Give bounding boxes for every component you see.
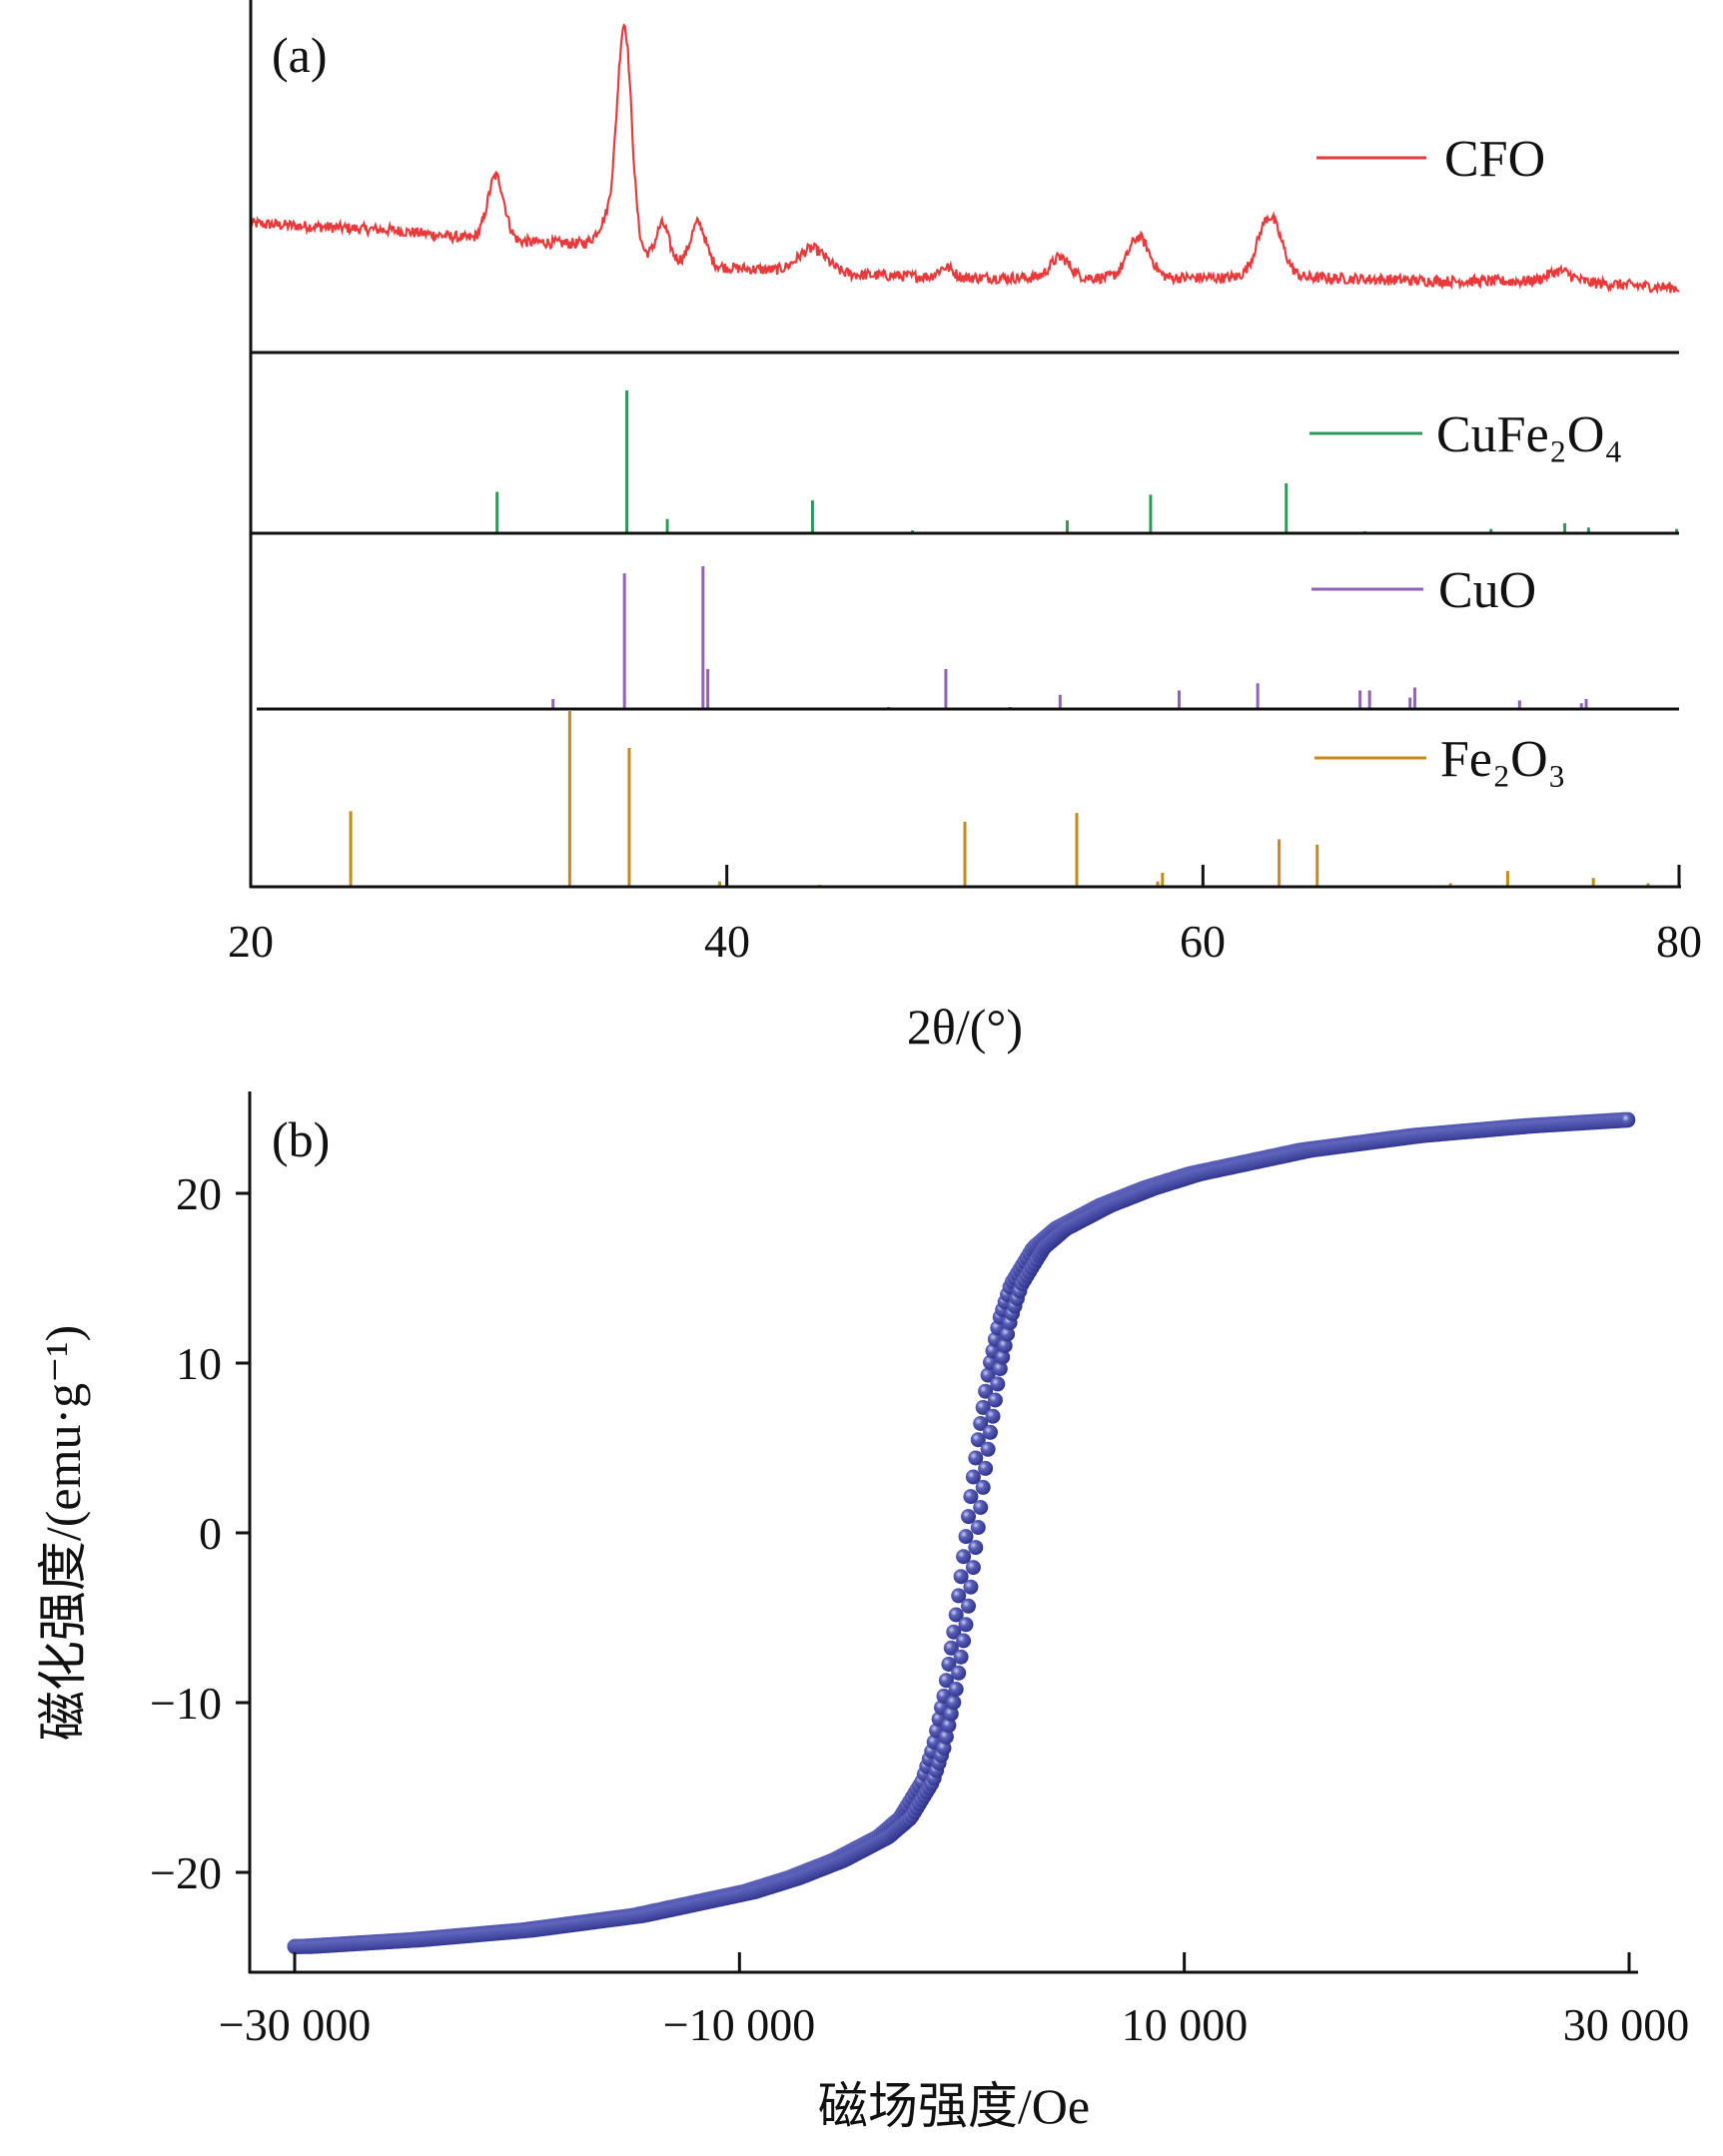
mag-y-tick-label: −10 — [150, 1678, 222, 1729]
mag-y-tick-label: 0 — [199, 1508, 222, 1559]
xrd-x-tick-label: 80 — [1656, 916, 1702, 967]
magnetization-data-point — [963, 1489, 979, 1505]
mag-x-tick-label: 10 000 — [1122, 1999, 1249, 2050]
mag-x-axis-label: 磁场强度/Oe — [818, 2078, 1090, 2134]
magnetization-data-point — [936, 1740, 952, 1756]
legend-label-cfo: CFO — [1444, 131, 1545, 188]
mag-y-tick-label: 20 — [176, 1168, 222, 1219]
magnetization-data-point — [943, 1640, 959, 1656]
magnetization-data-point — [956, 1633, 972, 1649]
magnetization-data-point — [961, 1598, 976, 1614]
ascending-branch — [287, 1112, 1636, 1954]
legend-label-cuo: CuO — [1438, 562, 1536, 619]
magnetization-data-point — [985, 1408, 1001, 1424]
magnetization-data-point — [951, 1665, 967, 1681]
magnetization-data-point — [965, 1560, 981, 1576]
magnetization-data-point — [951, 1588, 967, 1604]
magnetization-data-point — [975, 1479, 991, 1495]
magnetization-data-point — [983, 1424, 998, 1440]
magnetization-data-point — [961, 1509, 976, 1525]
magnetization-data-point — [973, 1500, 989, 1515]
magnetization-data-point — [990, 1376, 1006, 1392]
mag-y-tick-label: 10 — [176, 1338, 222, 1389]
magnetization-data-point — [992, 1361, 1008, 1377]
magnetization-data-point — [953, 1649, 969, 1665]
magnetization-data-point — [995, 1349, 1011, 1365]
mag-x-tick-label: −10 000 — [663, 1999, 815, 2050]
magnetization-data-point — [973, 1416, 989, 1431]
magnetization-data-point — [946, 1624, 962, 1640]
magnetization-data-point — [953, 1569, 969, 1585]
xrd-x-axis-label: 2θ/(°) — [907, 999, 1023, 1055]
magnetization-data-point — [946, 1695, 962, 1711]
magnetization-data-point — [943, 1706, 959, 1722]
cfo-xrd-curve — [249, 23, 1680, 296]
legend-label-fe2o3: Fe₂O₃ — [1440, 731, 1566, 788]
magnetization-data-point — [968, 1450, 984, 1466]
legend-label-cufe2o4: CuFe₂O₄ — [1436, 406, 1623, 463]
panel-a-label: (a) — [272, 27, 328, 83]
magnetization-data-point — [980, 1441, 996, 1457]
magnetization-data-point — [948, 1682, 964, 1697]
magnetization-data-point — [958, 1617, 974, 1633]
magnetization-data-point — [965, 1469, 981, 1485]
magnetization-data-point — [938, 1673, 954, 1689]
magnetization-data-point — [970, 1520, 986, 1535]
descending-branch — [287, 1111, 1636, 1954]
panel-b-label: (b) — [272, 1111, 330, 1167]
magnetization-data-point — [941, 1718, 957, 1734]
magnetization-data-point — [968, 1540, 984, 1556]
magnetization-data-point — [1000, 1326, 1016, 1342]
magnetization-data-point — [941, 1657, 957, 1672]
mag-x-tick-label: −30 000 — [219, 1999, 371, 2050]
magnetization-data-point — [978, 1383, 994, 1399]
magnetization-data-point — [1620, 1112, 1636, 1128]
mag-y-tick-label: −20 — [150, 1847, 222, 1898]
xrd-panel — [249, 0, 1681, 889]
xrd-x-tick-label: 20 — [228, 916, 274, 967]
magnetization-data-point — [980, 1367, 996, 1383]
magnetization-data-point — [938, 1729, 954, 1745]
magnetization-data-point — [963, 1579, 979, 1595]
xrd-x-tick-label: 40 — [704, 916, 750, 967]
mag-y-axis-label: 磁化强度/(emu·g⁻¹) — [35, 1325, 91, 1741]
magnetization-panel — [236, 1091, 1638, 1974]
magnetization-data-point — [997, 1338, 1013, 1353]
magnetization-data-point — [956, 1549, 972, 1565]
magnetization-data-point — [958, 1529, 974, 1545]
magnetization-data-point — [948, 1607, 964, 1623]
magnetization-data-point — [978, 1460, 994, 1476]
magnetization-data-point — [987, 1392, 1003, 1408]
xrd-x-tick-label: 60 — [1180, 916, 1226, 967]
magnetization-data-point — [970, 1432, 986, 1448]
mag-x-tick-label: 30 000 — [1563, 1999, 1690, 2050]
magnetization-data-point — [975, 1399, 991, 1415]
